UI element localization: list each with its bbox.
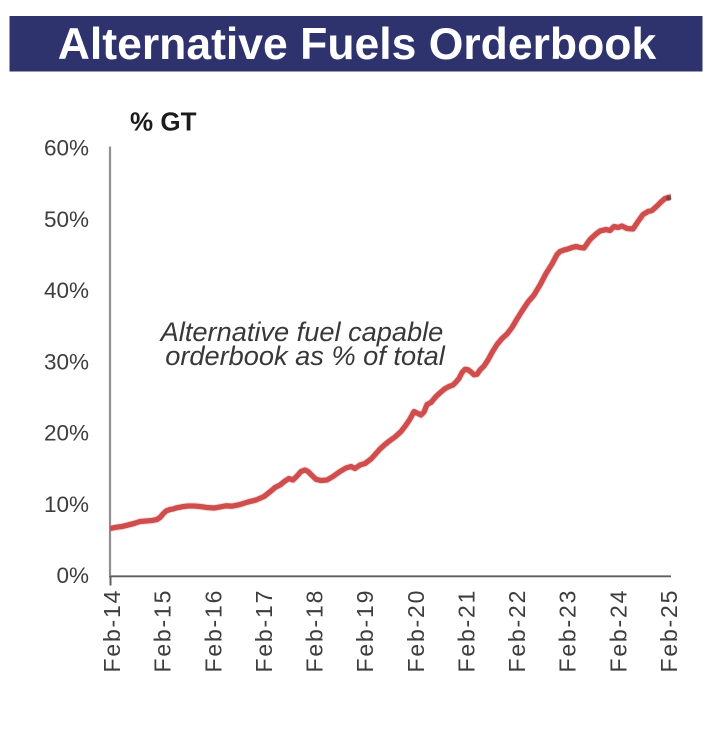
svg-text:Feb-22: Feb-22	[504, 589, 530, 673]
svg-text:Feb-23: Feb-23	[555, 589, 581, 673]
svg-text:Feb-19: Feb-19	[352, 589, 378, 673]
svg-text:40%: 40%	[44, 278, 89, 303]
svg-text:Alternative fuel capable: Alternative fuel capable	[159, 316, 444, 347]
svg-text:Feb-16: Feb-16	[200, 589, 226, 673]
svg-text:Feb-17: Feb-17	[251, 589, 277, 673]
svg-text:50%: 50%	[44, 207, 89, 232]
svg-text:Feb-20: Feb-20	[403, 589, 429, 673]
svg-text:60%: 60%	[44, 136, 89, 161]
svg-text:0%: 0%	[56, 563, 89, 588]
svg-text:Feb-21: Feb-21	[454, 589, 480, 673]
svg-text:20%: 20%	[44, 421, 89, 446]
svg-text:Feb-15: Feb-15	[150, 589, 176, 673]
svg-text:30%: 30%	[44, 349, 89, 374]
svg-text:orderbook as % of total: orderbook as % of total	[165, 340, 446, 371]
svg-text:Feb-18: Feb-18	[302, 589, 328, 673]
svg-text:Alternative Fuels Orderbook: Alternative Fuels Orderbook	[58, 20, 657, 69]
svg-text:% GT: % GT	[130, 107, 197, 137]
svg-text:10%: 10%	[44, 492, 89, 517]
svg-text:Feb-25: Feb-25	[656, 589, 682, 673]
svg-text:Feb-24: Feb-24	[605, 589, 631, 673]
svg-text:Feb-14: Feb-14	[99, 589, 125, 673]
